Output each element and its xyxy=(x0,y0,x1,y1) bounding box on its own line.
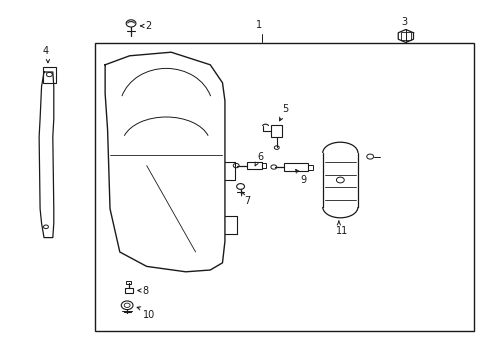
Bar xyxy=(307,165,312,170)
Text: 9: 9 xyxy=(300,175,306,185)
Bar xyxy=(95,43,473,331)
Text: 10: 10 xyxy=(142,310,155,320)
Bar xyxy=(124,288,132,293)
Text: 7: 7 xyxy=(244,196,250,206)
Text: 3: 3 xyxy=(400,17,406,27)
Text: 4: 4 xyxy=(43,46,49,56)
Text: 1: 1 xyxy=(256,20,262,30)
Bar xyxy=(126,281,131,284)
Bar xyxy=(246,162,261,169)
Bar xyxy=(283,163,307,171)
Text: 6: 6 xyxy=(257,152,264,162)
Text: 8: 8 xyxy=(142,285,149,296)
Bar xyxy=(400,32,410,40)
Bar xyxy=(42,67,56,83)
Bar xyxy=(261,163,265,168)
Text: 5: 5 xyxy=(282,104,288,114)
Bar xyxy=(271,125,282,137)
Text: 11: 11 xyxy=(335,226,347,236)
Text: 2: 2 xyxy=(145,21,152,31)
